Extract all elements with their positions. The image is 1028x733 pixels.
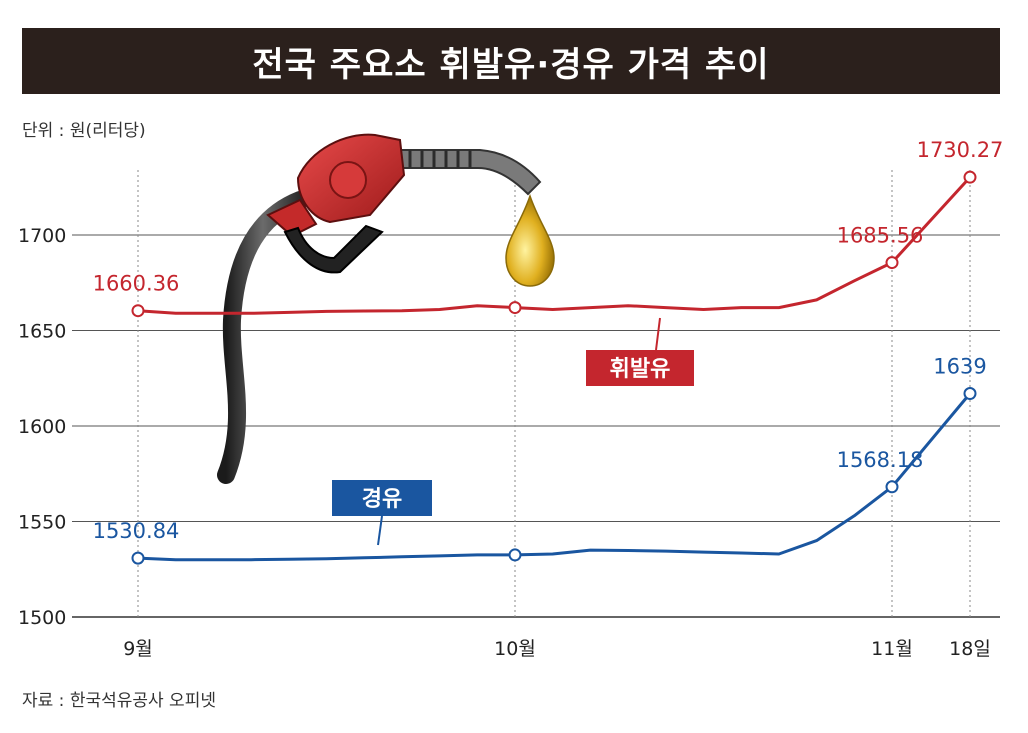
nozzle-cap-icon <box>329 161 367 199</box>
series-line-diesel <box>137 392 972 562</box>
y-tick-label: 1700 <box>18 225 66 247</box>
data-point-marker <box>963 387 977 401</box>
data-label: 1530.84 <box>93 519 180 543</box>
diesel-tag-label: 경유 <box>362 487 402 512</box>
nozzle-trigger-icon <box>283 224 384 274</box>
x-tick-label: 9월 <box>123 638 153 660</box>
series-line-gasoline <box>137 176 972 315</box>
data-label: 1568.18 <box>837 448 924 472</box>
diesel-tag: 경유 <box>332 480 432 546</box>
y-tick-label: 1550 <box>18 512 66 534</box>
data-point-marker <box>508 548 522 562</box>
gasoline-tag-label: 휘발유 <box>610 357 671 382</box>
y-tick-label: 1600 <box>18 416 66 438</box>
data-point-marker <box>131 304 145 318</box>
chart-title: 전국 주요소 휘발유·경유 가격 추이 <box>252 44 770 85</box>
gasoline-tag: 휘발유 <box>586 317 694 386</box>
gasoline-tag-box <box>586 350 694 386</box>
data-point-marker <box>508 301 522 315</box>
nozzle-spout-ribs <box>408 150 472 168</box>
source-note: 자료 : 한국석유공사 오피넷 <box>22 691 216 711</box>
data-label: 1660.36 <box>93 272 180 296</box>
fuel-nozzle-illustration <box>217 133 542 484</box>
data-point-marker <box>885 256 899 270</box>
data-point-marker <box>131 551 145 565</box>
x-tick-label: 11월 <box>871 638 913 660</box>
data-label: 1639 <box>933 355 986 379</box>
nozzle-handle-icon <box>266 198 318 238</box>
diesel-tag-box <box>332 480 432 516</box>
data-point-marker <box>963 170 977 184</box>
fuel-drop-icon <box>505 193 555 287</box>
y-tick-label: 1500 <box>18 607 66 629</box>
y-tick-label: 1650 <box>18 321 66 343</box>
data-label: 1730.27 <box>917 138 1004 162</box>
x-tick-label: 18일 <box>949 638 991 660</box>
data-point-marker <box>885 480 899 494</box>
chart-title-bar: 전국 주요소 휘발유·경유 가격 추이 <box>22 28 1000 94</box>
x-tick-label: 10월 <box>494 638 536 660</box>
data-label: 1685.56 <box>837 224 924 248</box>
fuel-hose-icon <box>217 191 309 484</box>
unit-note: 단위 : 원(리터당) <box>22 121 146 141</box>
